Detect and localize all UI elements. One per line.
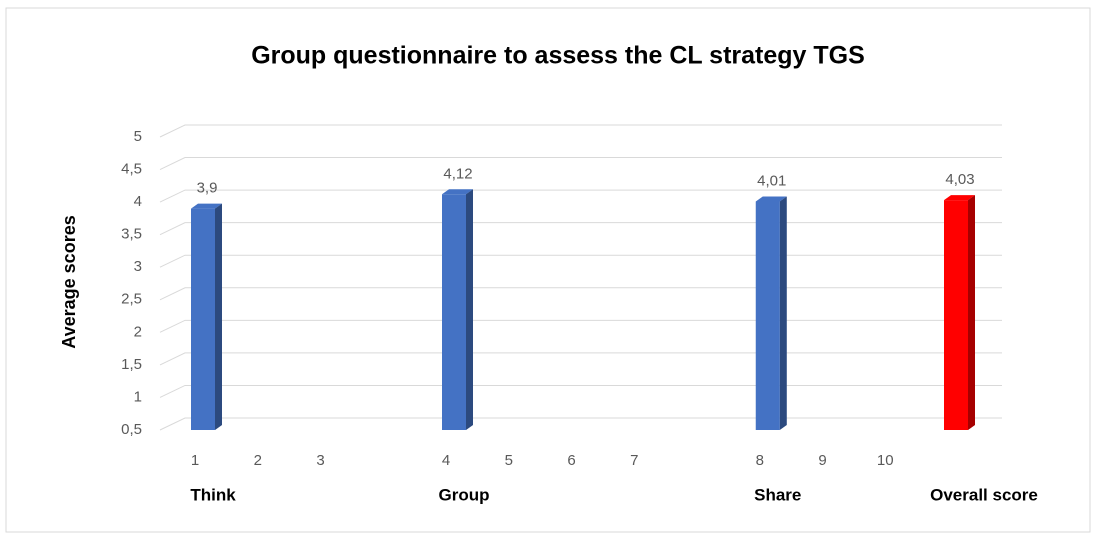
value-label: 4,01	[757, 172, 786, 189]
grid-line	[159, 384, 1002, 398]
bar-front	[442, 194, 466, 430]
value-label: 3,9	[197, 180, 218, 197]
y-tick-label: 3	[134, 258, 142, 275]
bar	[442, 189, 473, 430]
y-tick-label: 1	[134, 388, 142, 405]
y-tick-label: 3,5	[121, 226, 142, 243]
x-tick-label: 1	[191, 452, 199, 469]
chart-border	[5, 7, 1091, 533]
value-label: 4,12	[443, 165, 472, 182]
x-tick-label: 6	[567, 452, 575, 469]
group-label: Group	[439, 485, 490, 504]
grid-line	[159, 222, 1002, 236]
group-label: Think	[190, 485, 236, 504]
y-tick-label: 1,5	[121, 356, 142, 373]
bar	[944, 195, 975, 430]
x-tick-label: 8	[756, 452, 764, 469]
bar-shade	[779, 196, 787, 430]
bar-side	[466, 189, 473, 430]
bar-shade	[968, 195, 975, 430]
y-axis-title: Average scores	[59, 215, 79, 348]
bar	[755, 196, 787, 430]
y-tick-label: 5	[134, 128, 142, 145]
bar-front	[191, 208, 215, 430]
bar-top	[755, 196, 787, 202]
grid-line	[159, 352, 1002, 366]
group-label: Share	[754, 485, 801, 504]
grid-line	[159, 417, 1002, 431]
bar-top	[944, 195, 975, 201]
bar-side	[779, 196, 787, 430]
bar-front	[944, 200, 968, 430]
y-tick-label: 2,5	[121, 291, 142, 308]
grid-line	[159, 319, 1002, 333]
bar-side	[215, 203, 222, 430]
bar-shade	[466, 189, 473, 430]
value-label: 4,03	[945, 171, 974, 188]
grid-line	[159, 124, 1002, 138]
y-tick-label: 4,5	[121, 161, 142, 178]
grid-line	[159, 287, 1002, 301]
x-tick-label: 3	[316, 452, 324, 469]
group-label: Overall score	[930, 485, 1038, 504]
y-tick-label: 0,5	[121, 421, 142, 438]
bar-shade	[215, 203, 222, 430]
x-tick-label: 4	[442, 452, 450, 469]
bar-side	[968, 195, 975, 430]
chart-title: Group questionnaire to assess the CL str…	[251, 42, 865, 70]
x-tick-label: 9	[818, 452, 826, 469]
grid-line	[159, 254, 1002, 268]
grid-line	[159, 157, 1002, 171]
x-tick-label: 5	[505, 452, 513, 469]
bar-top	[442, 189, 473, 195]
x-tick-label: 2	[254, 452, 262, 469]
x-tick-label: 7	[630, 452, 638, 469]
bar	[191, 203, 222, 430]
bar-front	[755, 201, 780, 430]
y-tick-label: 4	[134, 193, 142, 210]
y-tick-label: 2	[134, 323, 142, 340]
grid-line	[159, 189, 1002, 203]
bar-top	[191, 203, 222, 209]
x-tick-label: 10	[877, 452, 894, 469]
